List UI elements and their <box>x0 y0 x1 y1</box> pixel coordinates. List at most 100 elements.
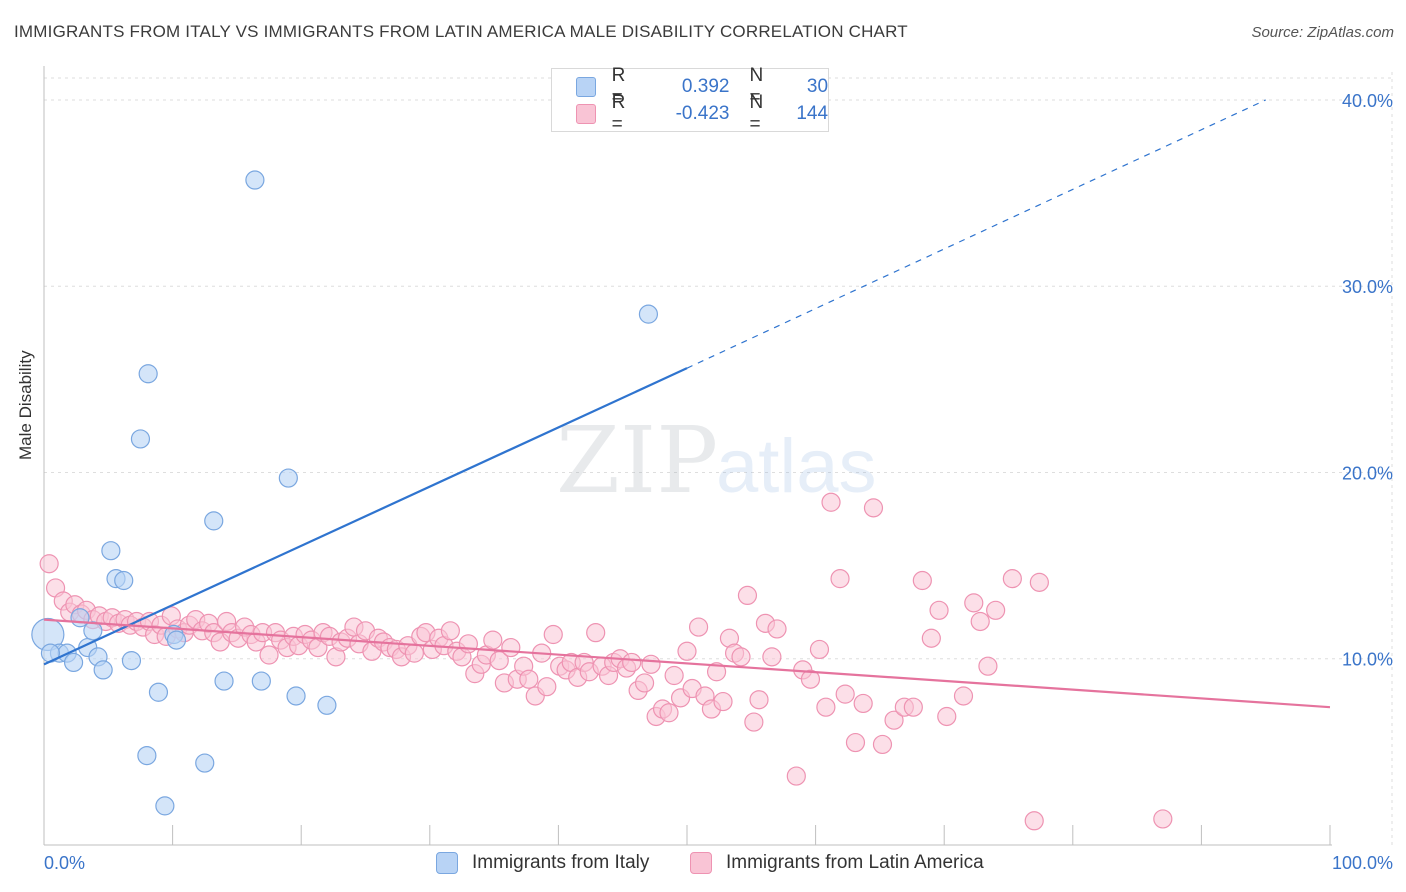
latam-r-value: -0.423 <box>675 103 730 124</box>
latam-point <box>688 617 709 637</box>
legend-row-latam: R = -0.423 N = 144 <box>576 92 829 135</box>
italy-point <box>286 686 306 706</box>
latam-point <box>964 593 984 613</box>
latam-point <box>259 645 279 665</box>
latam-point <box>519 669 539 689</box>
latam-point <box>543 624 563 645</box>
latam-point <box>872 734 893 755</box>
latam-point <box>622 652 642 673</box>
latam-point <box>809 639 830 660</box>
legend-n-label: N = <box>749 65 764 108</box>
italy-legend-swatch <box>436 852 458 874</box>
x-tick-label-max: 100.0% <box>1332 853 1393 873</box>
latam-point <box>921 628 941 648</box>
latam-point <box>953 686 974 706</box>
latam-point <box>767 619 787 639</box>
latam-point <box>706 662 727 682</box>
latam-point <box>641 654 661 674</box>
italy-point <box>214 671 234 691</box>
latam-point <box>501 637 521 658</box>
latam-point <box>713 691 733 712</box>
latam-point <box>912 570 932 591</box>
italy-legend-label: Immigrants from Italy <box>472 852 650 873</box>
trend-lines <box>43 99 1331 709</box>
italy-point <box>93 660 113 680</box>
chart-title: IMMIGRANTS FROM ITALY VS IMMIGRANTS FROM… <box>14 22 908 41</box>
italy-point <box>278 468 298 488</box>
italy-point <box>130 429 151 449</box>
italy-swatch <box>576 77 596 97</box>
legend-item-latam[interactable]: Immigrants from Latin America <box>690 852 984 874</box>
latam-point <box>835 684 855 704</box>
latam-point <box>440 621 460 641</box>
italy-points <box>31 170 659 816</box>
italy-r-value: 0.392 <box>681 76 730 97</box>
y-axis-label: Male Disability <box>16 350 35 460</box>
latam-point <box>664 665 684 686</box>
x-tick-label-min: 0.0% <box>44 853 85 873</box>
latam-point <box>937 706 957 727</box>
latam-legend-swatch <box>690 852 712 874</box>
watermark: ZIP atlas <box>556 407 877 514</box>
italy-point <box>138 364 158 384</box>
italy-point <box>137 745 157 766</box>
latam-point <box>537 677 557 697</box>
latam-point <box>737 585 758 606</box>
latam-swatch <box>576 104 596 124</box>
latam-trend-line <box>43 618 1331 709</box>
watermark-zip: ZIP <box>556 407 718 514</box>
legend-item-italy[interactable]: Immigrants from Italy <box>436 852 649 874</box>
legend-row-italy: R = 0.392 N = 30 <box>576 65 829 108</box>
latam-point <box>816 697 836 717</box>
latam-point <box>659 703 679 723</box>
series-legend: Immigrants from Italy Immigrants from La… <box>0 852 1406 878</box>
italy-point <box>166 630 187 650</box>
latam-point <box>749 690 769 710</box>
latam-point <box>853 693 873 714</box>
italy-point <box>251 671 271 691</box>
italy-point <box>195 753 215 773</box>
latam-point <box>786 766 806 786</box>
watermark-atlas: atlas <box>716 424 877 509</box>
legend-r-label: R = <box>611 92 626 135</box>
italy-point <box>317 695 337 715</box>
italy-point <box>114 570 134 591</box>
source-note: Source: ZipAtlas.com <box>1251 24 1394 41</box>
latam-point <box>404 643 424 663</box>
italy-point <box>101 541 121 561</box>
latam-point <box>1153 809 1173 829</box>
italy-point <box>148 682 169 702</box>
italy-point <box>63 652 84 673</box>
latam-points <box>39 492 1173 831</box>
latam-point <box>970 611 990 632</box>
latam-point <box>677 641 697 661</box>
latam-point <box>586 623 606 643</box>
latam-point <box>458 634 478 654</box>
legend-r-label: R = <box>611 65 626 108</box>
latam-point <box>1024 811 1044 831</box>
italy-trend-extension <box>686 99 1266 369</box>
italy-point <box>121 650 142 671</box>
italy-point <box>638 304 659 324</box>
latam-point <box>800 669 821 689</box>
legend-n-label: N = <box>749 92 764 135</box>
italy-point <box>83 621 103 641</box>
latam-point <box>929 600 949 620</box>
y-tick-label-0: 10.0% <box>1342 650 1393 670</box>
latam-point <box>1002 569 1022 589</box>
latam-point <box>978 656 998 676</box>
latam-point <box>903 697 923 717</box>
latam-point <box>845 732 866 753</box>
axes <box>43 66 1332 846</box>
latam-point <box>986 600 1006 620</box>
y-tick-label-3: 40.0% <box>1342 91 1393 111</box>
italy-n-value: 30 <box>806 76 829 97</box>
latam-point <box>744 712 764 732</box>
latam-n-value: 144 <box>796 103 829 124</box>
latam-point <box>830 569 850 589</box>
tick-labels: 10.0% 20.0% 30.0% 40.0% 0.0% 100.0% <box>44 91 1393 873</box>
y-tick-label-1: 20.0% <box>1342 463 1393 483</box>
latam-point <box>821 492 841 512</box>
correlation-legend: R = 0.392 N = 30 R = -0.423 N = 144 <box>551 65 829 135</box>
